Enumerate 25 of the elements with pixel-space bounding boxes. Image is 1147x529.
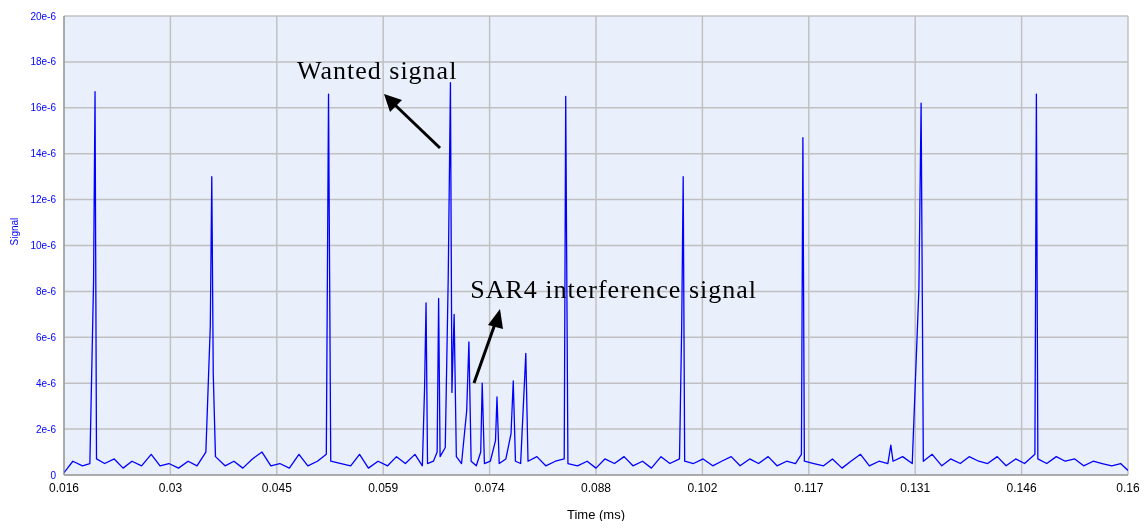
x-tick-label: 0.045 <box>261 480 293 495</box>
y-axis-title: Signal <box>8 217 20 246</box>
y-tick-label: 16e-6 <box>30 102 57 114</box>
x-tick-label: 0.131 <box>900 480 931 495</box>
x-tick-label: 0.102 <box>687 480 718 495</box>
y-tick-label: 20e-6 <box>30 10 57 22</box>
x-tick-label: 0.074 <box>474 480 505 495</box>
y-tick-label: 14e-6 <box>30 148 57 160</box>
x-tick-label: 0.117 <box>794 480 824 495</box>
x-axis-title: Time (ms) <box>566 507 626 522</box>
x-tick-label: 0.016 <box>48 480 80 495</box>
x-tick-label: 0.059 <box>368 480 399 495</box>
y-tick-label: 0 <box>50 469 57 481</box>
y-tick-label: 12e-6 <box>30 194 57 206</box>
x-tick-label: 0.16 <box>1116 480 1140 495</box>
y-tick-label: 10e-6 <box>30 240 57 252</box>
y-tick-label: 4e-6 <box>35 377 57 389</box>
annotation: Wanted signal <box>297 56 458 85</box>
y-tick-label: 6e-6 <box>35 331 57 343</box>
y-tick-label: 8e-6 <box>35 285 57 297</box>
x-tick-label: 0.146 <box>1006 480 1037 495</box>
x-tick-label: 0.088 <box>580 480 612 495</box>
y-tick-label: 18e-6 <box>30 56 57 68</box>
y-tick-label: 2e-6 <box>35 423 57 435</box>
x-tick-label: 0.03 <box>158 480 183 495</box>
